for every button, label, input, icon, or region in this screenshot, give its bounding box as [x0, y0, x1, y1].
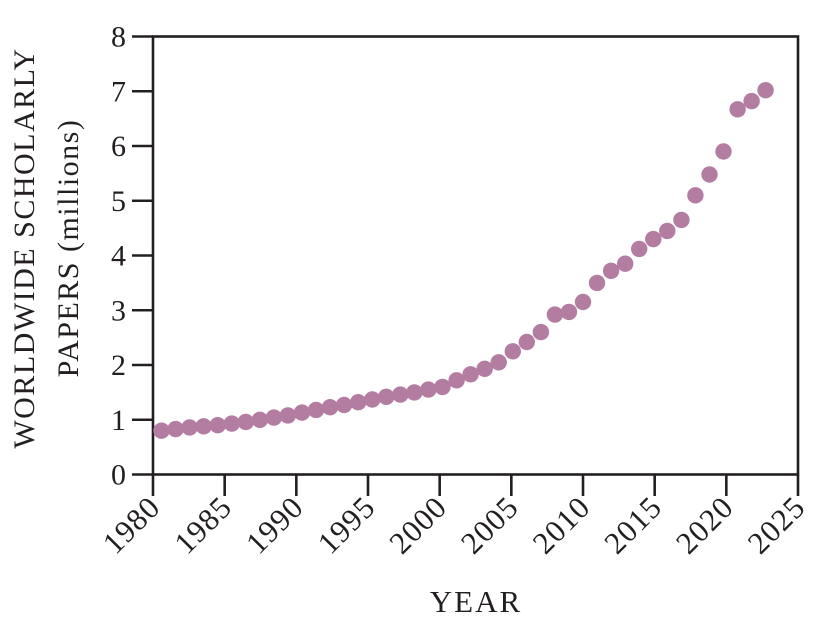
data-point	[350, 394, 367, 411]
data-point	[715, 143, 732, 160]
data-point	[757, 82, 774, 99]
x-axis-title: YEAR	[430, 584, 522, 619]
y-tick-label: 1	[111, 404, 126, 437]
data-point	[293, 404, 311, 421]
x-tick-label: 1995	[311, 489, 382, 560]
data-point	[631, 240, 648, 258]
data-point	[420, 381, 437, 398]
data-point	[335, 396, 353, 414]
y-tick-label: 6	[111, 130, 126, 163]
data-point	[434, 378, 451, 396]
data-point	[659, 222, 676, 240]
y-tick-label: 8	[111, 21, 126, 54]
data-point	[673, 211, 690, 229]
data-point	[321, 399, 339, 416]
data-point	[574, 293, 592, 311]
x-tick-label: 2010	[526, 489, 597, 560]
y-axis-tick-labels: 0 1 2 3 4 5 6 7 8	[111, 21, 126, 492]
data-point	[560, 303, 578, 321]
data-point	[532, 323, 550, 341]
data-point	[237, 413, 254, 431]
y-axis-title-line-2: PAPERS (millions)	[52, 119, 85, 378]
data-point	[743, 92, 760, 110]
data-point	[279, 407, 297, 424]
data-point	[406, 384, 423, 401]
data-point	[518, 333, 535, 351]
x-tick-label: 2025	[741, 489, 812, 560]
data-point	[195, 418, 212, 435]
data-point	[392, 386, 409, 403]
y-tick-label: 5	[111, 185, 126, 218]
data-point	[687, 187, 704, 204]
data-point	[462, 366, 479, 383]
data-point	[504, 343, 521, 360]
data-point	[307, 401, 325, 419]
x-tick-label: 1985	[167, 489, 238, 560]
x-axis-ticks	[151, 474, 800, 496]
x-tick-label: 2020	[669, 489, 740, 560]
plot-frame	[151, 35, 800, 476]
data-point	[546, 306, 564, 323]
data-point	[209, 417, 226, 434]
data-point	[364, 391, 381, 408]
y-tick-label: 3	[111, 294, 126, 327]
data-point	[588, 274, 606, 292]
y-tick-label: 4	[111, 240, 126, 273]
data-point	[265, 409, 283, 426]
data-point	[490, 354, 507, 371]
data-point	[223, 415, 240, 432]
x-tick-label: 2005	[454, 489, 525, 560]
y-tick-label: 2	[111, 349, 126, 382]
data-point	[602, 262, 620, 279]
data-point	[378, 388, 395, 405]
x-tick-label: 2000	[382, 489, 453, 560]
data-point	[617, 255, 634, 272]
data-point	[448, 372, 465, 389]
data-point	[251, 411, 269, 428]
y-tick-label: 7	[111, 75, 126, 108]
x-axis-tick-labels: 1980 1985 1990 1995 2000 2005 2010 2015 2020 2025	[96, 489, 812, 560]
data-point	[645, 230, 662, 248]
data-point	[476, 360, 493, 377]
data-point	[701, 166, 718, 183]
data-point	[167, 420, 184, 438]
x-tick-label: 2015	[597, 489, 668, 560]
y-axis-title-line-1: WORLDWIDE SCHOLARLY	[8, 47, 41, 448]
data-point	[181, 419, 198, 436]
x-tick-label: 1980	[96, 489, 167, 560]
data-points	[153, 82, 774, 439]
data-point	[729, 101, 746, 118]
y-axis-ticks	[132, 35, 153, 476]
data-point	[153, 422, 170, 439]
x-tick-label: 1990	[239, 489, 310, 560]
y-tick-label: 0	[111, 459, 126, 492]
